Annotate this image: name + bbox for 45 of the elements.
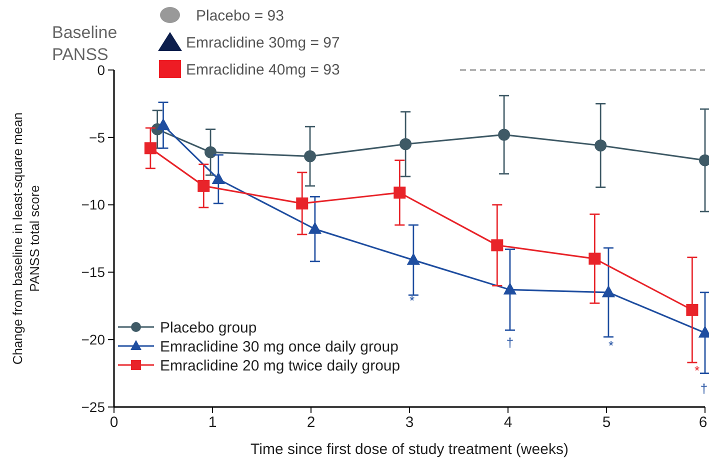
point bbox=[602, 285, 616, 298]
y-tick-label: −10 bbox=[81, 196, 106, 213]
point bbox=[212, 172, 226, 184]
annotation: * bbox=[608, 338, 614, 353]
point bbox=[304, 150, 316, 162]
point bbox=[156, 118, 170, 130]
point bbox=[686, 304, 698, 316]
text: Emraclidine 30mg = 97 bbox=[186, 34, 340, 52]
x-tick-label: 0 bbox=[110, 414, 118, 431]
point bbox=[394, 186, 406, 199]
legend-label: Emraclidine 20 mg twice daily group bbox=[160, 357, 400, 374]
text: Baseline PANSS bbox=[52, 23, 118, 64]
point bbox=[296, 197, 308, 210]
y-axis-title: Change from baseline in least-square mean PANSS total score bbox=[10, 112, 42, 365]
x-tick-label: 5 bbox=[602, 414, 611, 431]
annotation: † bbox=[506, 335, 514, 350]
legend-label: Placebo group bbox=[160, 319, 257, 336]
y-tick-label: −20 bbox=[81, 332, 106, 348]
point bbox=[491, 239, 504, 252]
legend-label: Emraclidine 30 mg once daily group bbox=[160, 338, 398, 356]
point bbox=[400, 138, 412, 150]
x-tick-label: 3 bbox=[405, 414, 414, 431]
point bbox=[198, 180, 210, 192]
x-tick-label: 4 bbox=[504, 414, 512, 431]
point bbox=[406, 252, 420, 265]
y-tick-label: −15 bbox=[81, 264, 106, 280]
text: Placebo = 93 bbox=[196, 7, 284, 24]
y-tick-label: 0 bbox=[97, 62, 106, 78]
x-tick-label: 1 bbox=[208, 414, 217, 431]
annotation: Emraclidine 40mg = 93 bbox=[186, 61, 340, 78]
annotation: * bbox=[409, 293, 415, 308]
point bbox=[144, 142, 156, 154]
point bbox=[588, 252, 601, 265]
point bbox=[503, 282, 517, 295]
x-tick-label: 6 bbox=[698, 414, 708, 431]
y-tick-label: −25 bbox=[81, 398, 106, 415]
point bbox=[204, 146, 217, 158]
y-tick-label: −5 bbox=[89, 129, 106, 146]
point bbox=[594, 139, 607, 152]
annotation: † bbox=[700, 381, 708, 396]
x-tick-label: 2 bbox=[306, 414, 316, 431]
x-axis-title: Time since first dose of study treatment (weeks) bbox=[250, 441, 568, 458]
point bbox=[498, 128, 510, 141]
point bbox=[308, 222, 322, 234]
annotation: * bbox=[694, 363, 700, 378]
